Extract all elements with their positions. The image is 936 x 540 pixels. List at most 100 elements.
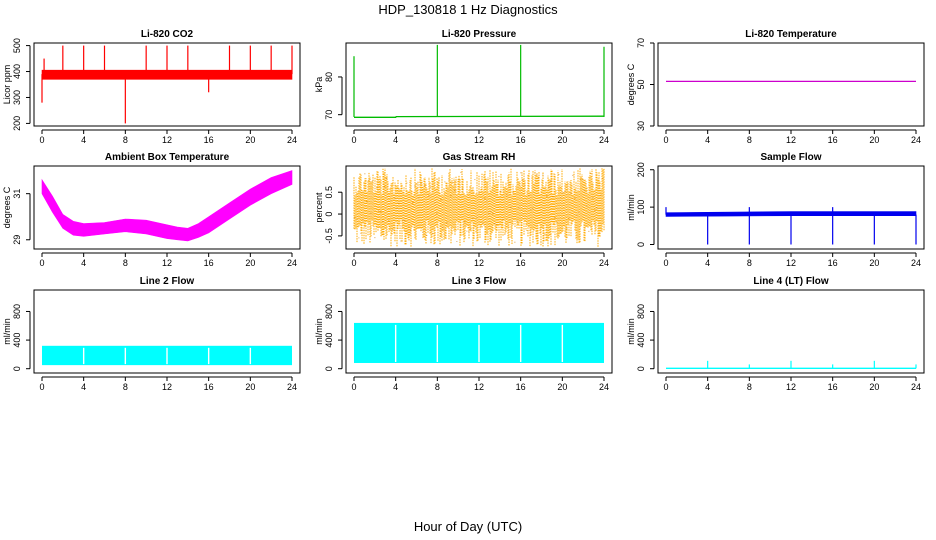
y-tick-label: 300 [12,90,22,105]
y-tick-label: 800 [636,304,646,319]
y-axis-label: Licor ppm [2,65,12,105]
plot-frame [345,289,613,374]
panel-title: Li-820 CO2 [141,29,194,40]
y-tick-label: 800 [324,304,334,319]
x-tick-label: 16 [516,382,526,392]
x-tick-label: 8 [123,135,128,145]
y-tick-label: 500 [12,38,22,53]
data-layer [665,207,917,245]
y-tick-label: 29 [12,235,22,245]
panel-8: Line 3 Flow ml/min 0 4 8 12 16 20 24 0 400 800 [314,276,613,392]
plot-frame [345,165,613,250]
x-tick-label: 16 [204,135,214,145]
data-layer [353,44,605,118]
x-tick-label: 20 [557,258,567,268]
x-tick-label: 20 [557,135,567,145]
x-tick-label: 0 [663,135,668,145]
panel-1: Li-820 CO2 Licor ppm 0 4 8 12 16 20 24 200 300 400 5… [2,29,301,145]
y-tick-label: 70 [636,38,646,48]
x-tick-label: 0 [351,382,356,392]
x-tick-label: 16 [828,135,838,145]
x-tick-label: 12 [162,135,172,145]
panel-3: Li-820 Temperature degrees C 0 4 8 12 16 20 24 30… [626,29,925,145]
x-tick-label: 0 [663,382,668,392]
y-axis: 0 100 200 [636,162,655,247]
x-axis: 0 4 8 12 16 20 24 [39,376,297,392]
y-axis-label: degrees C [626,63,636,105]
y-tick-label: 200 [12,116,22,131]
plot-frame [33,165,301,250]
panel-title: Line 3 Flow [452,276,507,287]
y-tick-label: 0 [636,366,646,371]
x-tick-label: 20 [869,258,879,268]
y-tick-label: 400 [636,333,646,348]
x-tick-label: 24 [911,258,921,268]
x-tick-label: 8 [123,382,128,392]
panel-4: Ambient Box Temperature degrees C 0 4 8 12 16 2… [2,152,301,268]
y-tick-label: 400 [12,64,22,79]
x-axis: 0 4 8 12 16 20 24 [351,129,609,145]
panel-2: Li-820 Pressure kPa 0 4 8 12 16 20 24 70 80 [314,29,613,145]
x-tick-label: 24 [599,258,609,268]
x-tick-label: 4 [393,382,398,392]
panel-title: Line 4 (LT) Flow [753,276,829,287]
x-tick-label: 20 [245,258,255,268]
x-tick-label: 20 [869,135,879,145]
x-tick-label: 24 [599,135,609,145]
y-axis-label: ml/min [2,318,12,345]
y-tick-label: 70 [324,110,334,120]
x-tick-label: 0 [351,258,356,268]
x-tick-label: 4 [81,258,86,268]
noise-dots [354,171,604,243]
x-tick-label: 4 [81,135,86,145]
data-layer [353,168,605,247]
x-tick-label: 8 [747,135,752,145]
y-tick-label: 0 [636,242,646,247]
x-tick-label: 8 [123,258,128,268]
x-tick-label: 12 [786,135,796,145]
y-tick-label: 800 [12,304,22,319]
x-tick-label: 8 [435,382,440,392]
x-tick-label: 8 [435,258,440,268]
y-axis: -0.5 0 0.5 [324,186,343,244]
figure-title: HDP_130818 1 Hz Diagnostics [378,2,558,17]
x-axis: 0 4 8 12 16 20 24 [351,376,609,392]
y-tick-label: 30 [636,121,646,131]
y-axis-label: degrees C [2,186,12,228]
x-tick-label: 24 [287,382,297,392]
noise-series [353,168,605,247]
x-tick-label: 4 [81,382,86,392]
x-axis: 0 4 8 12 16 20 24 [39,129,297,145]
x-tick-label: 24 [911,135,921,145]
x-tick-label: 16 [828,258,838,268]
y-tick-label: 0 [12,366,22,371]
x-tick-label: 0 [663,258,668,268]
x-tick-label: 0 [39,135,44,145]
x-tick-label: 12 [474,135,484,145]
x-tick-label: 0 [39,382,44,392]
x-tick-label: 4 [393,135,398,145]
data-layer [42,345,292,366]
plot-frame [657,165,925,250]
panel-title: Li-820 Pressure [442,29,517,40]
x-tick-label: 4 [705,382,710,392]
plot-frame [345,42,613,127]
x-tick-label: 16 [204,382,214,392]
x-tick-label: 4 [705,258,710,268]
x-tick-label: 16 [516,258,526,268]
y-axis: 0 400 800 [324,304,343,371]
x-axis: 0 4 8 12 16 20 24 [663,129,921,145]
x-axis: 0 4 8 12 16 20 24 [39,252,297,268]
x-tick-label: 20 [557,382,567,392]
x-tick-label: 16 [828,382,838,392]
y-tick-label: 400 [12,333,22,348]
x-tick-label: 0 [351,135,356,145]
x-tick-label: 20 [245,382,255,392]
x-tick-label: 24 [287,135,297,145]
x-tick-label: 24 [287,258,297,268]
y-tick-label: 50 [636,79,646,89]
x-tick-label: 4 [705,135,710,145]
panel-title: Li-820 Temperature [745,29,837,40]
y-axis-label: ml/min [626,194,636,221]
